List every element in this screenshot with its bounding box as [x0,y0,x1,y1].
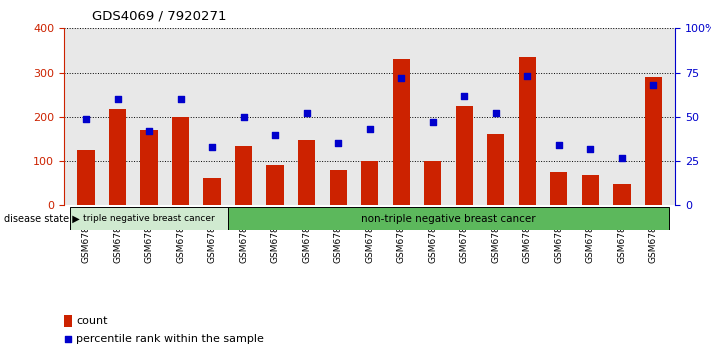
Point [395,75,407,81]
Text: triple negative breast cancer: triple negative breast cancer [83,214,215,223]
Bar [613,184,631,205]
Bar [77,150,95,205]
Point [269,132,281,137]
Point [648,82,659,88]
Bar [645,77,662,205]
Bar [424,161,442,205]
Bar [582,175,599,205]
Bar [228,207,669,230]
Point [175,96,186,102]
Bar [298,140,316,205]
Point [238,114,250,120]
Point [364,126,375,132]
Bar [203,178,221,205]
Bar [109,109,127,205]
Point [80,116,92,121]
Point [584,146,596,152]
Point [112,96,123,102]
Text: disease state ▶: disease state ▶ [4,213,80,224]
Bar [267,166,284,205]
Bar [518,57,536,205]
Bar [64,315,72,327]
Text: GDS4069 / 7920271: GDS4069 / 7920271 [92,10,227,22]
Bar [456,106,473,205]
Point [144,128,155,134]
Point [206,144,218,150]
Point [490,110,501,116]
Bar [550,172,567,205]
Bar [141,130,158,205]
Point [553,142,565,148]
Bar [172,117,189,205]
Bar [70,207,228,230]
Bar [487,133,505,205]
Text: count: count [76,316,107,326]
Point [62,336,73,342]
Bar [361,161,378,205]
Point [427,119,439,125]
Point [301,110,312,116]
Bar [392,59,410,205]
Bar [235,147,252,205]
Bar [329,170,347,205]
Point [522,73,533,79]
Point [459,93,470,98]
Point [333,141,344,146]
Text: percentile rank within the sample: percentile rank within the sample [76,334,264,344]
Point [616,155,628,160]
Text: non-triple negative breast cancer: non-triple negative breast cancer [361,213,536,224]
